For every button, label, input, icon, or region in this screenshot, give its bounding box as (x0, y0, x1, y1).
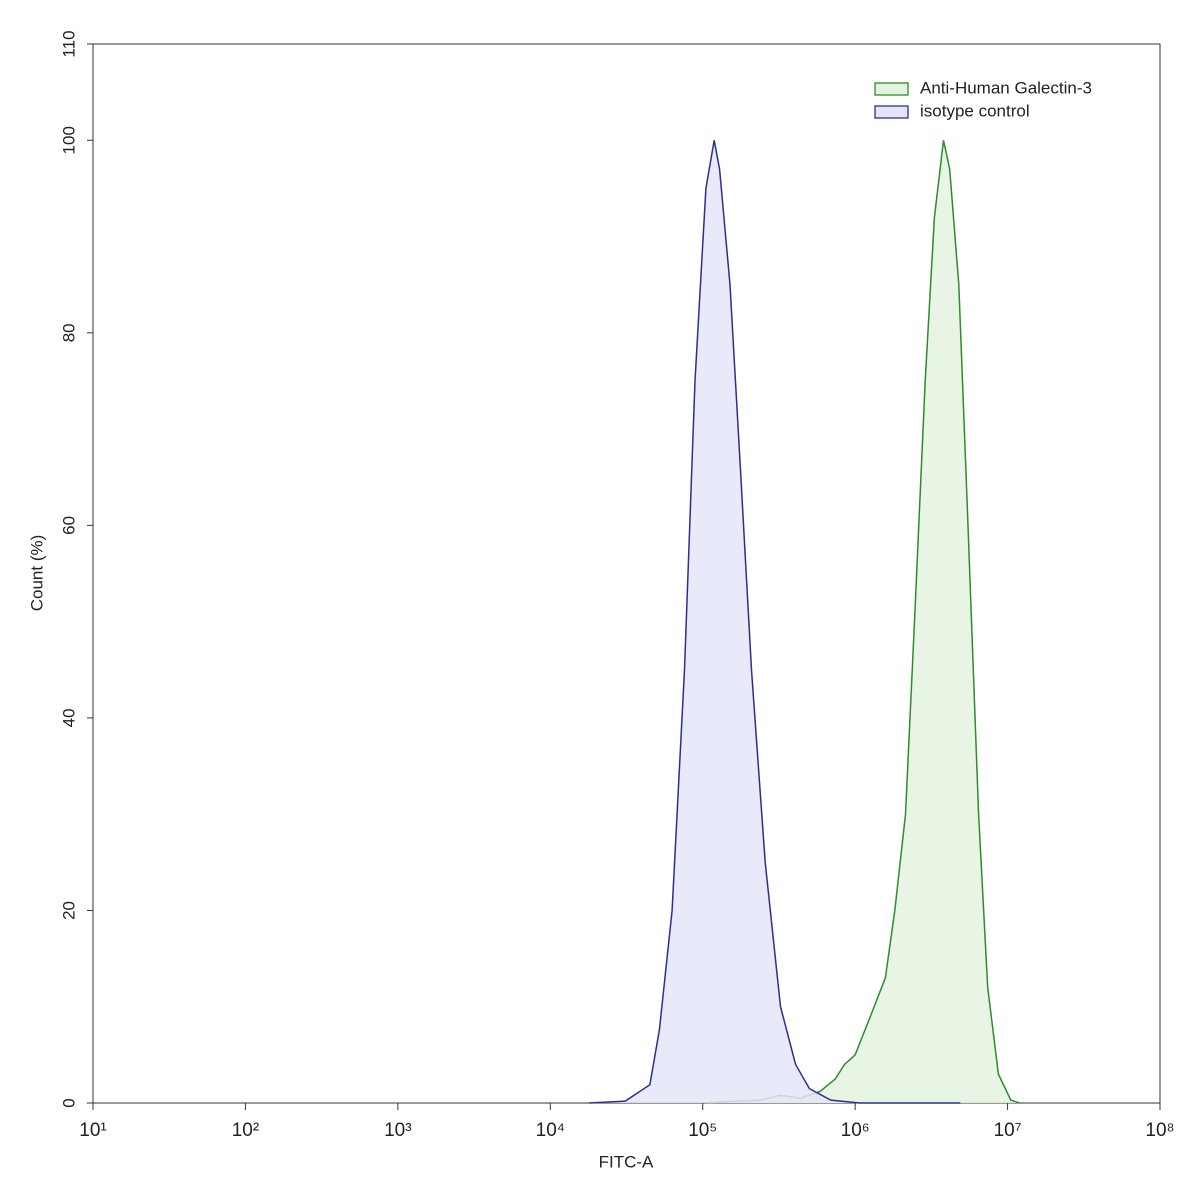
area (702, 140, 1020, 1104)
x-tick-label: 10³ (384, 1120, 411, 1141)
y-tick-label: 20 (59, 901, 78, 920)
x-tick-label: 10⁵ (688, 1120, 717, 1141)
x-axis-label: FITC-A (599, 1152, 654, 1171)
y-tick-label: 40 (59, 708, 78, 727)
x-tick-label: 10⁸ (1145, 1120, 1174, 1141)
x-tick-label: 10⁶ (841, 1120, 870, 1141)
y-tick-label: 110 (59, 30, 78, 57)
legend-swatch (874, 82, 909, 96)
legend-swatch (874, 105, 909, 119)
legend-label: isotype control (920, 101, 1030, 120)
legend-label: Anti-Human Galectin-3 (920, 78, 1092, 97)
x-tick-label: 10² (232, 1120, 259, 1141)
x-tick-label: 10¹ (79, 1120, 106, 1141)
line (589, 140, 961, 1104)
y-axis-label: Count (%) (27, 535, 46, 612)
y-tick-label: 60 (59, 516, 78, 535)
plot-frame (92, 43, 1161, 1104)
x-tick-label: 10⁴ (536, 1120, 565, 1141)
y-tick-label: 0 (59, 1098, 78, 1107)
x-tick-label: 10⁷ (994, 1120, 1022, 1141)
y-tick-label: 80 (59, 323, 78, 342)
area (589, 140, 961, 1104)
y-tick-label: 100 (59, 126, 78, 154)
